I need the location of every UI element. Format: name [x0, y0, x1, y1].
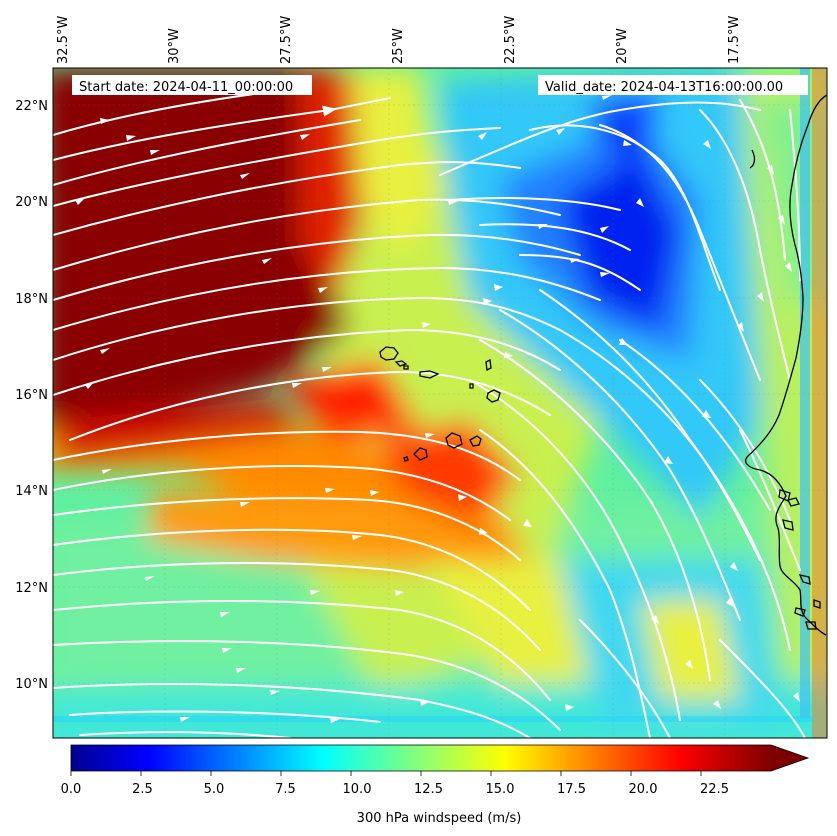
- colorbar-tick-labels: 0.0 2.5 5.0 7.5 10.0 12.5 15.0 17.5 20.0…: [61, 782, 729, 797]
- streamline-arrows: [75, 95, 800, 723]
- lat-tick-label: 10°N: [15, 677, 48, 692]
- lon-tick-label: 27.5°W: [279, 16, 294, 64]
- valid-date-label: Valid_date: 2024-04-13T16:00:00.00: [545, 80, 783, 95]
- colorbar-label: 300 hPa windspeed (m/s): [357, 811, 522, 826]
- colorbar-tick-label: 2.5: [132, 782, 153, 797]
- island-fogo: [413, 447, 428, 461]
- colorbar-scale: [71, 745, 771, 771]
- colorbar-tick-label: 15.0: [486, 782, 515, 797]
- lat-tick-label: 22°N: [15, 99, 48, 114]
- lon-tick-label: 25°W: [391, 28, 406, 64]
- colorbar-tick-label: 17.5: [557, 782, 586, 797]
- map-frame: [52, 67, 828, 739]
- lat-tick-label: 16°N: [15, 388, 48, 403]
- lat-tick-label: 12°N: [15, 581, 48, 596]
- island-santo-antao: [379, 346, 399, 361]
- windspeed-field: [53, 68, 827, 738]
- lat-tick-labels: 22°N 20°N 18°N 16°N 14°N 12°N 10°N: [15, 99, 48, 692]
- colorbar-tick-label: 12.5: [414, 782, 443, 797]
- lat-tick-label: 14°N: [15, 484, 48, 499]
- island-sao-nicolau: [419, 370, 440, 379]
- island-santiago: [445, 432, 463, 449]
- lon-tick-label: 30°W: [167, 28, 182, 64]
- lon-tick-label: 22.5°W: [503, 16, 518, 64]
- colorbar: 0.0 2.5 5.0 7.5 10.0 12.5 15.0 17.5 20.0…: [61, 744, 810, 826]
- colorbar-tick-label: 10.0: [343, 782, 372, 797]
- island-brava: [403, 456, 409, 462]
- colorbar-extend-arrow: [771, 745, 808, 771]
- lat-tick-label: 20°N: [15, 195, 48, 210]
- annotation-start: Start date: 2024-04-11_00:00:00: [72, 75, 312, 95]
- start-date-label: Start date: 2024-04-11_00:00:00: [79, 80, 293, 95]
- annotation-valid: Valid_date: 2024-04-13T16:00:00.00: [538, 75, 808, 95]
- streamlines: [53, 87, 806, 738]
- lon-tick-label: 32.5°W: [56, 16, 71, 64]
- island-maio: [469, 435, 482, 447]
- island-boa-vista: [486, 389, 501, 403]
- lon-tick-labels: 32.5°W 30°W 27.5°W 25°W 22.5°W 20°W 17.5…: [56, 16, 742, 64]
- colorbar-tick-label: 20.0: [629, 782, 658, 797]
- colorbar-tick-label: 0.0: [61, 782, 82, 797]
- island-sao-vicente: [394, 360, 408, 367]
- colorbar-tick-label: 7.5: [275, 782, 296, 797]
- island-sal: [485, 359, 492, 371]
- lat-tick-label: 18°N: [15, 292, 48, 307]
- lon-tick-label: 20°W: [615, 28, 630, 64]
- colorbar-tick-label: 22.5: [700, 782, 729, 797]
- colorbar-tick-label: 5.0: [204, 782, 225, 797]
- coastlines: [379, 94, 827, 636]
- lon-tick-label: 17.5°W: [727, 16, 742, 64]
